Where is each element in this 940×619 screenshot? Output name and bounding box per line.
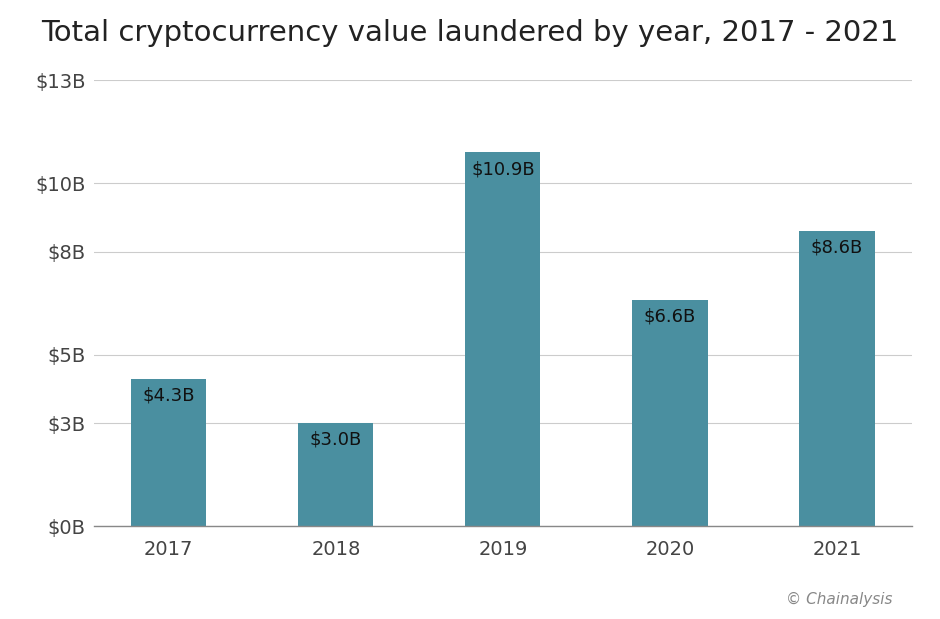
Text: © Chainalysis: © Chainalysis (787, 592, 893, 607)
Text: $8.6B: $8.6B (811, 239, 863, 257)
Bar (132, 379, 207, 526)
Text: $10.9B: $10.9B (471, 160, 535, 178)
Text: $3.0B: $3.0B (309, 431, 362, 449)
Text: $6.6B: $6.6B (644, 308, 697, 326)
Bar (633, 300, 708, 526)
Text: Total cryptocurrency value laundered by year, 2017 - 2021: Total cryptocurrency value laundered by … (41, 19, 899, 46)
Bar (799, 232, 874, 526)
Text: $4.3B: $4.3B (143, 386, 195, 404)
Bar (465, 152, 540, 526)
Bar (298, 423, 373, 526)
